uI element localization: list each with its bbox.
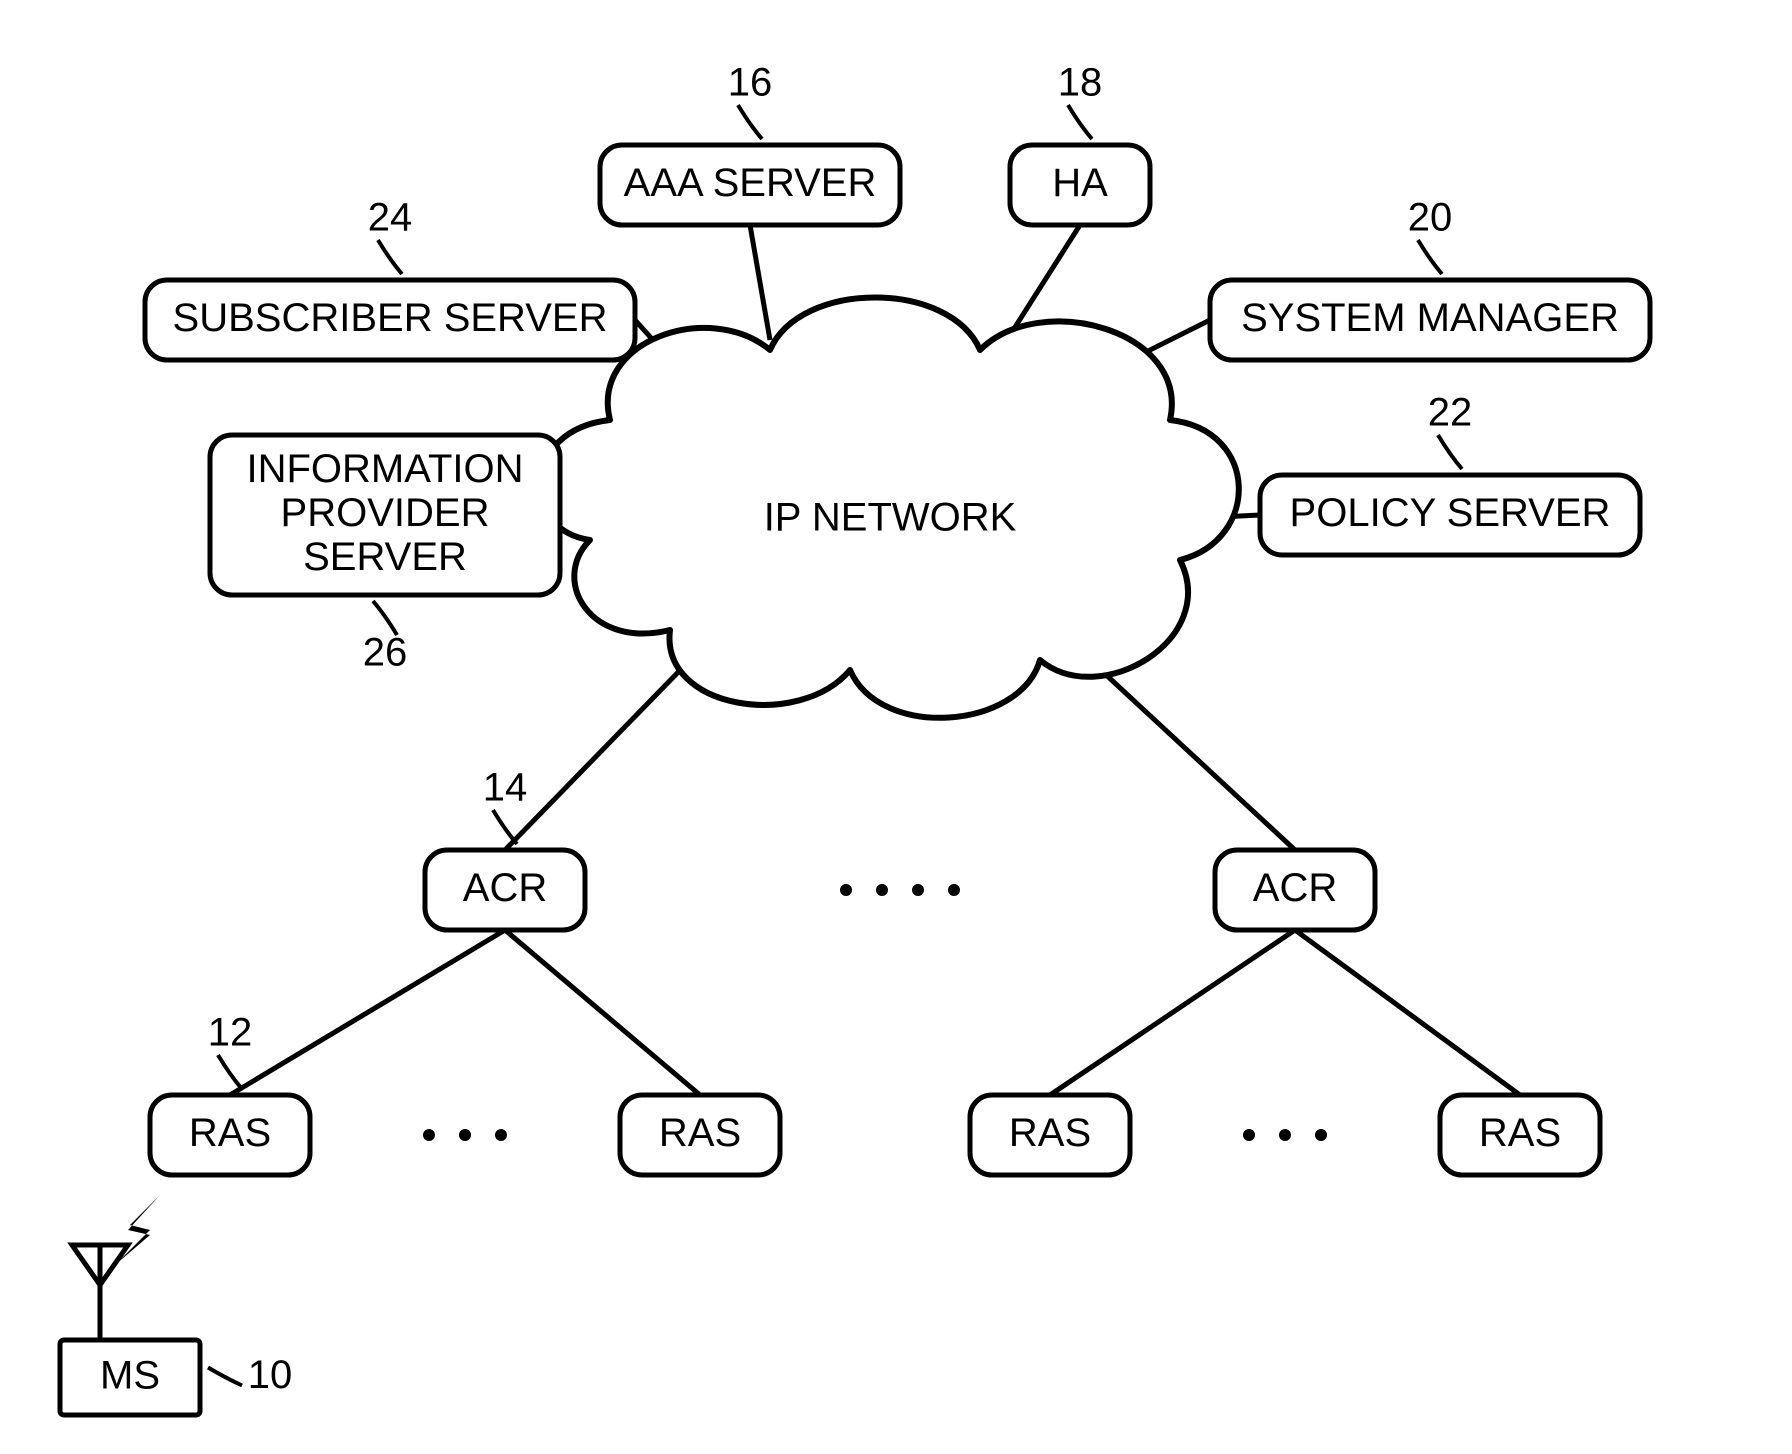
ref-pol-number: 22 xyxy=(1428,391,1473,435)
edge-acr1-ras1 xyxy=(230,930,505,1095)
ip-network-label: IP NETWORK xyxy=(764,496,1017,540)
ref-ras1-tick xyxy=(218,1055,242,1089)
ellipsis-dot xyxy=(840,884,852,896)
ref-ras1: 12 xyxy=(208,1011,253,1089)
node-aaa: AAA SERVER xyxy=(600,145,900,225)
ref-mgr-tick xyxy=(1418,240,1442,274)
ref-aaa-tick xyxy=(738,105,762,139)
node-ras4: RAS xyxy=(1440,1095,1600,1175)
ref-acr1-tick xyxy=(493,810,517,844)
edge-aaa-cloud xyxy=(750,225,770,340)
node-acr2-label: ACR xyxy=(1253,866,1337,910)
node-ms: MS xyxy=(60,1340,200,1415)
ref-sub-tick xyxy=(378,240,402,274)
ellipsis-dot xyxy=(912,884,924,896)
ellipsis-dot xyxy=(1315,1129,1327,1141)
refs-layer: 16 18 24 20 26 22 14 12 10 xyxy=(208,61,1473,1398)
node-acr1-label: ACR xyxy=(463,866,547,910)
node-ras3-label: RAS xyxy=(1009,1111,1091,1155)
ellipsis-dot xyxy=(423,1129,435,1141)
node-pol: POLICY SERVER xyxy=(1260,475,1640,555)
node-ras4-label: RAS xyxy=(1479,1111,1561,1155)
ellipsis-dot xyxy=(1279,1129,1291,1141)
ref-ha: 18 xyxy=(1058,61,1103,139)
ref-ms-number: 10 xyxy=(248,1353,293,1397)
edge-acr1-ras2 xyxy=(505,930,700,1095)
node-ha: HA xyxy=(1010,145,1150,225)
ref-aaa: 16 xyxy=(728,61,773,139)
ellipsis-dot xyxy=(495,1129,507,1141)
edge-acr2-ras4 xyxy=(1295,930,1520,1095)
node-mgr-label: SYSTEM MANAGER xyxy=(1241,296,1619,340)
ref-mgr-number: 20 xyxy=(1408,196,1453,240)
edge-ha-cloud xyxy=(1010,225,1080,335)
edge-acr1-cloud xyxy=(505,660,690,850)
ref-info: 26 xyxy=(363,601,408,675)
node-acr1: ACR xyxy=(425,850,585,930)
network-diagram: IP NETWORK AAA SERVER HA SUBSCRIBER SERVER… xyxy=(0,0,1792,1454)
ref-ms-tick xyxy=(208,1368,242,1386)
node-sub: SUBSCRIBER SERVER xyxy=(145,280,635,360)
ref-ms: 10 xyxy=(208,1353,292,1397)
node-ras2: RAS xyxy=(620,1095,780,1175)
ms-antenna xyxy=(72,1195,160,1340)
cloud-layer: IP NETWORK xyxy=(540,298,1239,718)
node-ras2-label: RAS xyxy=(659,1111,741,1155)
ref-ras1-number: 12 xyxy=(208,1011,253,1055)
node-sub-label: SUBSCRIBER SERVER xyxy=(173,296,608,340)
ref-ha-number: 18 xyxy=(1058,61,1103,105)
ref-aaa-number: 16 xyxy=(728,61,773,105)
ellipsis-dot xyxy=(876,884,888,896)
ref-pol: 22 xyxy=(1428,391,1473,469)
ref-sub-number: 24 xyxy=(368,196,413,240)
ellipsis-dot xyxy=(1243,1129,1255,1141)
ellipsis-dot xyxy=(459,1129,471,1141)
node-acr2: ACR xyxy=(1215,850,1375,930)
node-ha-label: HA xyxy=(1052,161,1108,205)
ellipsis-dot xyxy=(948,884,960,896)
ref-acr1-number: 14 xyxy=(483,766,528,810)
edge-acr2-cloud xyxy=(1090,660,1295,850)
node-ras1-label: RAS xyxy=(189,1111,271,1155)
node-pol-label: POLICY SERVER xyxy=(1290,491,1611,535)
ref-sub: 24 xyxy=(368,196,413,274)
node-aaa-label: AAA SERVER xyxy=(624,161,877,205)
ref-ha-tick xyxy=(1068,105,1092,139)
ref-info-number: 26 xyxy=(363,631,408,675)
edge-acr2-ras3 xyxy=(1050,930,1295,1095)
node-ms-label: MS xyxy=(100,1353,160,1397)
node-ras1: RAS xyxy=(150,1095,310,1175)
ref-mgr: 20 xyxy=(1408,196,1453,274)
node-info: INFORMATIONPROVIDERSERVER xyxy=(210,435,560,595)
node-mgr: SYSTEM MANAGER xyxy=(1210,280,1650,360)
ref-pol-tick xyxy=(1438,435,1462,469)
node-ras3: RAS xyxy=(970,1095,1130,1175)
